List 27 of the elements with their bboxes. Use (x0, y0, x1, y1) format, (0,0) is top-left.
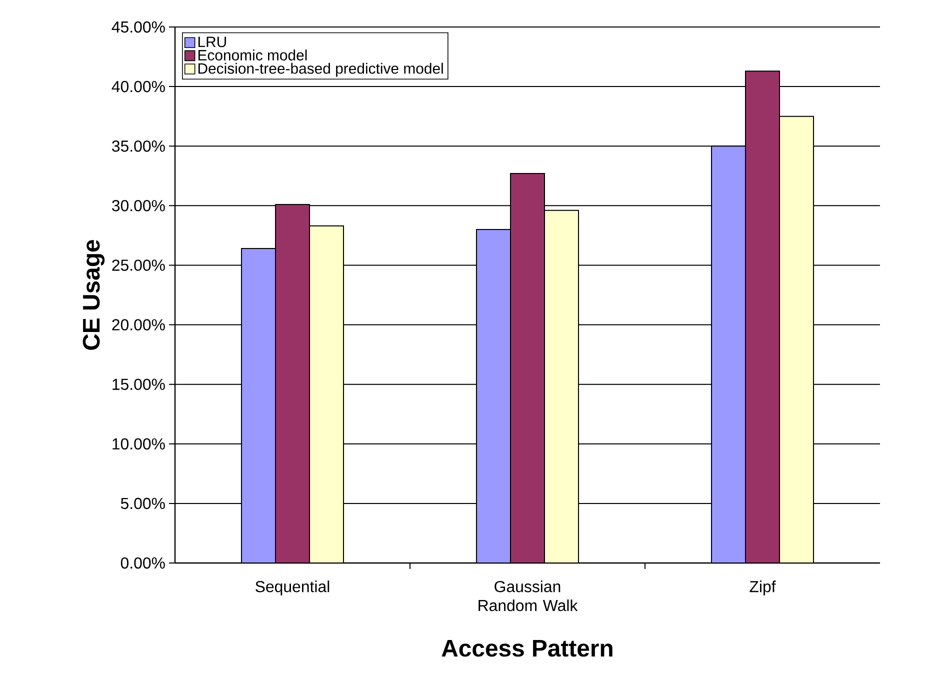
bar (309, 225, 344, 563)
legend-label: Decision-tree-based predictive model (198, 62, 443, 77)
y-axis-title: CE Usage (82, 240, 105, 350)
legend-label: Economic model (198, 50, 307, 60)
bar (510, 173, 546, 563)
y-tick-label: 15.00% (112, 378, 165, 390)
y-tick-label: 30.00% (112, 200, 165, 212)
y-tick-label: 5.00% (120, 498, 165, 510)
y-tick-label: 20.00% (112, 319, 165, 330)
bar (476, 228, 512, 563)
x-tick-label: Sequential (256, 580, 330, 596)
y-tick-label: 35.00% (112, 140, 165, 152)
x-tick-label: Gaussian Random Walk (478, 580, 578, 612)
y-tick-label: 40.00% (112, 80, 165, 92)
y-tick-label: 45.00% (112, 21, 165, 33)
bar (275, 204, 310, 563)
x-tick-label: Zipf (750, 580, 776, 596)
bar (241, 248, 276, 563)
x-axis-title: Access Pattern (442, 640, 612, 657)
legend-label: LRU (198, 36, 226, 48)
bar (745, 70, 780, 563)
bar (779, 116, 814, 563)
y-tick-label: 10.00% (112, 438, 165, 450)
y-tick-label: 25.00% (112, 260, 165, 271)
bar (544, 210, 580, 563)
bar (711, 146, 746, 563)
y-tick-label: 0.00% (120, 557, 165, 569)
